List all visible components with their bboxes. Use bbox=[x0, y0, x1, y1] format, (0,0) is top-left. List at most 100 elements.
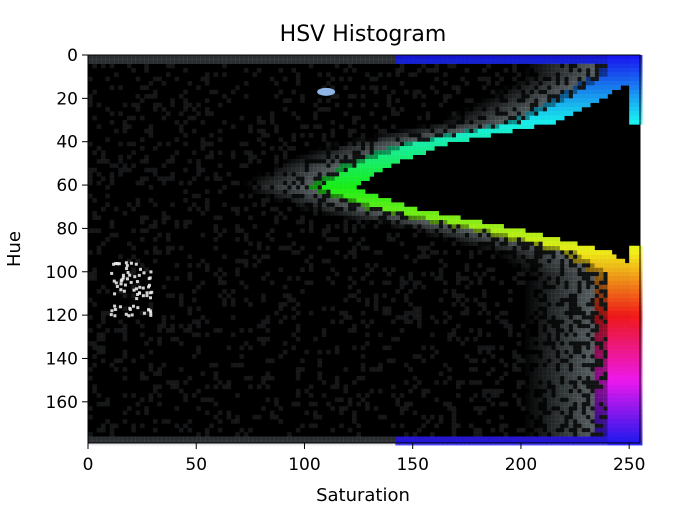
heatmap-cell bbox=[404, 55, 409, 60]
heatmap-cell bbox=[170, 336, 175, 342]
heatmap-cell bbox=[538, 432, 543, 437]
heatmap-cell bbox=[603, 401, 608, 407]
heatmap-cell bbox=[542, 354, 548, 359]
heatmap-cell bbox=[603, 271, 608, 277]
heatmap-cell bbox=[92, 345, 97, 351]
heatmap-cell bbox=[503, 401, 509, 407]
heatmap-cell bbox=[408, 367, 413, 372]
heatmap-cell bbox=[88, 102, 93, 108]
heatmap-cell bbox=[382, 310, 388, 316]
heatmap-cell bbox=[594, 85, 600, 90]
heatmap-cell bbox=[495, 90, 500, 95]
heatmap-cell bbox=[434, 349, 439, 355]
heatmap-cell bbox=[291, 55, 297, 60]
heatmap-cell bbox=[568, 419, 574, 424]
heatmap-cell bbox=[243, 94, 249, 99]
heatmap-cell bbox=[611, 414, 617, 420]
heatmap-cell bbox=[477, 332, 483, 338]
heatmap-cell bbox=[594, 297, 600, 303]
heatmap-cell bbox=[481, 289, 487, 294]
heatmap-cell bbox=[559, 276, 565, 281]
heatmap-cell bbox=[321, 436, 327, 442]
heatmap-cell bbox=[590, 85, 595, 90]
heatmap-cell bbox=[607, 276, 613, 281]
heatmap-cell bbox=[287, 198, 292, 203]
heatmap-cell bbox=[135, 198, 141, 203]
heatmap-cell bbox=[577, 380, 582, 385]
heatmap-cell bbox=[451, 293, 457, 299]
heatmap-cell bbox=[507, 237, 513, 242]
heatmap-cell bbox=[369, 137, 374, 142]
heatmap-cell bbox=[269, 115, 275, 121]
heatmap-cell bbox=[196, 284, 201, 290]
heatmap-cell bbox=[404, 89, 409, 95]
heatmap-cell bbox=[603, 280, 608, 286]
heatmap-cell bbox=[538, 263, 543, 268]
heatmap-cell bbox=[555, 319, 561, 325]
heatmap-cell bbox=[96, 250, 102, 255]
heatmap-cell bbox=[412, 215, 418, 221]
heatmap-cell bbox=[447, 133, 452, 138]
heatmap-cell bbox=[404, 310, 409, 316]
heatmap-cell bbox=[494, 94, 500, 99]
heatmap-cell bbox=[551, 410, 556, 416]
heatmap-cell bbox=[360, 146, 366, 151]
heatmap-cell bbox=[486, 128, 491, 134]
heatmap-cell bbox=[542, 380, 548, 385]
heatmap-cell bbox=[421, 102, 426, 108]
heatmap-cell bbox=[209, 423, 214, 429]
heatmap-cell bbox=[568, 276, 574, 281]
heatmap-cell bbox=[477, 219, 483, 225]
heatmap-cell bbox=[460, 76, 465, 82]
heatmap-cell bbox=[585, 323, 591, 329]
heatmap-cell bbox=[473, 393, 478, 398]
heatmap-cell bbox=[425, 419, 431, 424]
heatmap-cell bbox=[139, 436, 145, 442]
heatmap-cell bbox=[508, 250, 513, 255]
heatmap-cell bbox=[209, 59, 214, 64]
heatmap-cell bbox=[547, 358, 552, 363]
heatmap-cell bbox=[105, 397, 110, 403]
heatmap-cell bbox=[287, 146, 292, 151]
heatmap-cell bbox=[421, 228, 426, 233]
heatmap-cell bbox=[304, 280, 310, 286]
heatmap-cell bbox=[486, 232, 491, 238]
heatmap-cell bbox=[139, 423, 145, 429]
heatmap-cell bbox=[412, 59, 418, 64]
heatmap-cell bbox=[386, 163, 392, 168]
heatmap-cell bbox=[477, 107, 483, 112]
heatmap-cell bbox=[360, 141, 366, 147]
heatmap-cell bbox=[559, 345, 565, 351]
heatmap-cell bbox=[438, 215, 444, 221]
heatmap-cell bbox=[430, 228, 435, 234]
heatmap-cell bbox=[438, 55, 444, 60]
heatmap-cell bbox=[451, 219, 457, 225]
heatmap-cell bbox=[494, 315, 500, 320]
heatmap-cell bbox=[465, 107, 470, 112]
heatmap-cell bbox=[174, 76, 180, 82]
heatmap-cell bbox=[326, 59, 331, 64]
heatmap-cell bbox=[491, 246, 496, 251]
heatmap-cell bbox=[572, 258, 578, 264]
heatmap-cell bbox=[187, 180, 193, 186]
heatmap-cell bbox=[382, 220, 387, 225]
heatmap-cell bbox=[577, 76, 582, 82]
heatmap-cell bbox=[118, 167, 123, 173]
heatmap-cell bbox=[533, 358, 539, 364]
heatmap-cell bbox=[300, 358, 305, 364]
heatmap-cell bbox=[512, 254, 517, 259]
heatmap-cell bbox=[356, 180, 362, 186]
heatmap-cell bbox=[412, 384, 418, 390]
heatmap-cell bbox=[598, 354, 604, 359]
heatmap-cell bbox=[330, 76, 336, 82]
heatmap-cell bbox=[616, 63, 621, 69]
heatmap-cell bbox=[321, 198, 327, 203]
heatmap-cell bbox=[603, 315, 608, 320]
heatmap-cell bbox=[607, 76, 613, 82]
heatmap-cell bbox=[196, 163, 201, 168]
heatmap-cell bbox=[585, 336, 591, 342]
heatmap-cell bbox=[499, 388, 504, 394]
heatmap-cell bbox=[391, 137, 396, 142]
heatmap-cell bbox=[235, 206, 240, 212]
heatmap-cell bbox=[611, 323, 617, 329]
